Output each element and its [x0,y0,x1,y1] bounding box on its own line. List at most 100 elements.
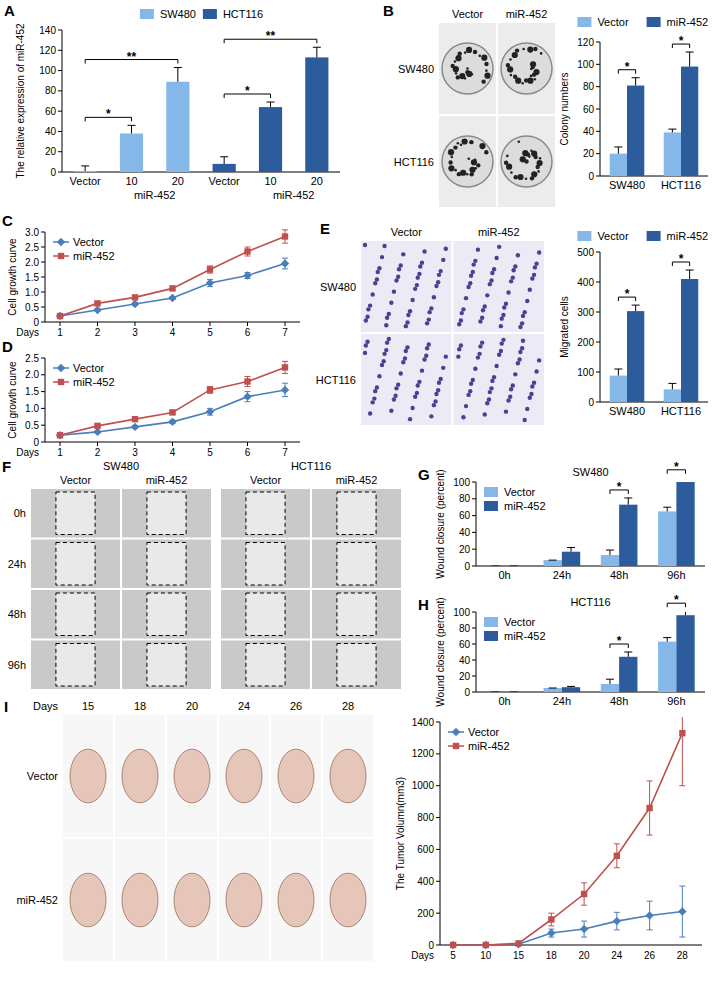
wound-area [337,492,376,535]
cell [534,369,538,373]
y-tick [436,913,440,914]
tumor [226,749,262,803]
x-tick-label: Vector [209,175,241,187]
colony [533,47,537,51]
colony [469,140,473,144]
marker [482,941,490,949]
tumor [330,749,366,803]
x-tick-label: 2 [95,327,101,338]
y-tick-label: 100 [577,59,594,70]
x-label: Days [16,447,39,458]
x-tick-label: SW480 [609,179,645,191]
photo [221,489,310,538]
row-label: Vector [27,770,59,782]
legend-label: HCT116 [223,8,263,20]
legend-label: Vector [468,726,500,738]
colony [473,50,477,54]
y-tick [436,785,440,786]
title: SW480 [572,466,608,478]
y-tick-label: 3.0 [25,227,39,238]
panel-letter: D [2,338,13,355]
y-tick-label: 20 [459,671,471,682]
group-label: HCT116 [291,460,331,472]
colony [513,75,517,79]
y-tick [596,312,600,313]
row-label: SW480 [398,63,434,75]
lines [449,717,687,949]
x-tick-label: 1 [57,327,63,338]
error-bar [491,692,499,693]
colony [521,82,524,85]
x-tick-label: 3 [132,447,138,458]
x-tick-label: 7 [282,327,288,338]
y-tick [472,612,476,613]
cell [528,395,532,399]
y-tick-label: 500 [577,247,594,258]
error-bar [510,566,518,567]
bar [213,164,236,172]
marker [57,364,65,372]
legend-label: SW480 [160,8,196,20]
y-tick [41,425,45,426]
cell [404,349,408,353]
cell [466,285,470,289]
wound-area [246,593,285,636]
x-label: Days [411,950,434,961]
cell [441,258,445,262]
cell [416,275,420,279]
cell [513,372,517,376]
y-tick-label: 1.5 [25,272,39,283]
x-tick [285,322,286,326]
y-tick [58,90,62,91]
y-axis [476,612,477,692]
y-tick [472,628,476,629]
colony [506,155,509,158]
significance-label: * [679,252,684,266]
colony [481,79,485,83]
colony [471,159,477,165]
y-tick-label: 40 [459,655,471,666]
y-axis [62,30,63,172]
column-label: 28 [342,700,354,712]
cell [516,361,520,365]
cell [399,371,403,375]
x-tick-label: 0h [499,695,511,707]
colony [530,68,533,71]
error-bar [614,844,620,868]
cell [504,409,508,413]
y-tick [436,722,440,723]
cell [364,318,368,322]
y-tick [41,247,45,248]
cell [533,265,537,269]
photo [361,241,452,332]
error-bar [679,717,685,786]
colony [454,169,457,172]
legend-label: Vector [504,616,536,628]
bar [676,615,694,692]
cell [485,293,489,297]
x-tick-label: 6 [245,327,251,338]
x-tick-label: 10 [264,175,276,187]
legend-swatch [484,501,498,511]
y-tick [596,42,600,43]
marker [56,312,64,320]
photo [167,715,217,837]
colony [537,170,540,173]
legend-label: Vector [597,230,629,242]
error-bar [549,560,557,561]
y-tick-label: 1.0 [25,403,39,414]
wound-area [56,492,95,535]
marker [57,313,63,319]
bar [486,692,504,693]
bar [681,67,698,176]
x-tick [210,442,211,446]
x-tick-label: 1 [57,447,63,458]
colony [481,55,487,61]
bars [491,612,694,692]
cell [382,244,386,248]
photo [31,641,120,690]
photo [312,590,401,639]
colony [525,177,528,180]
photo [31,590,120,639]
error-bar [174,68,182,82]
